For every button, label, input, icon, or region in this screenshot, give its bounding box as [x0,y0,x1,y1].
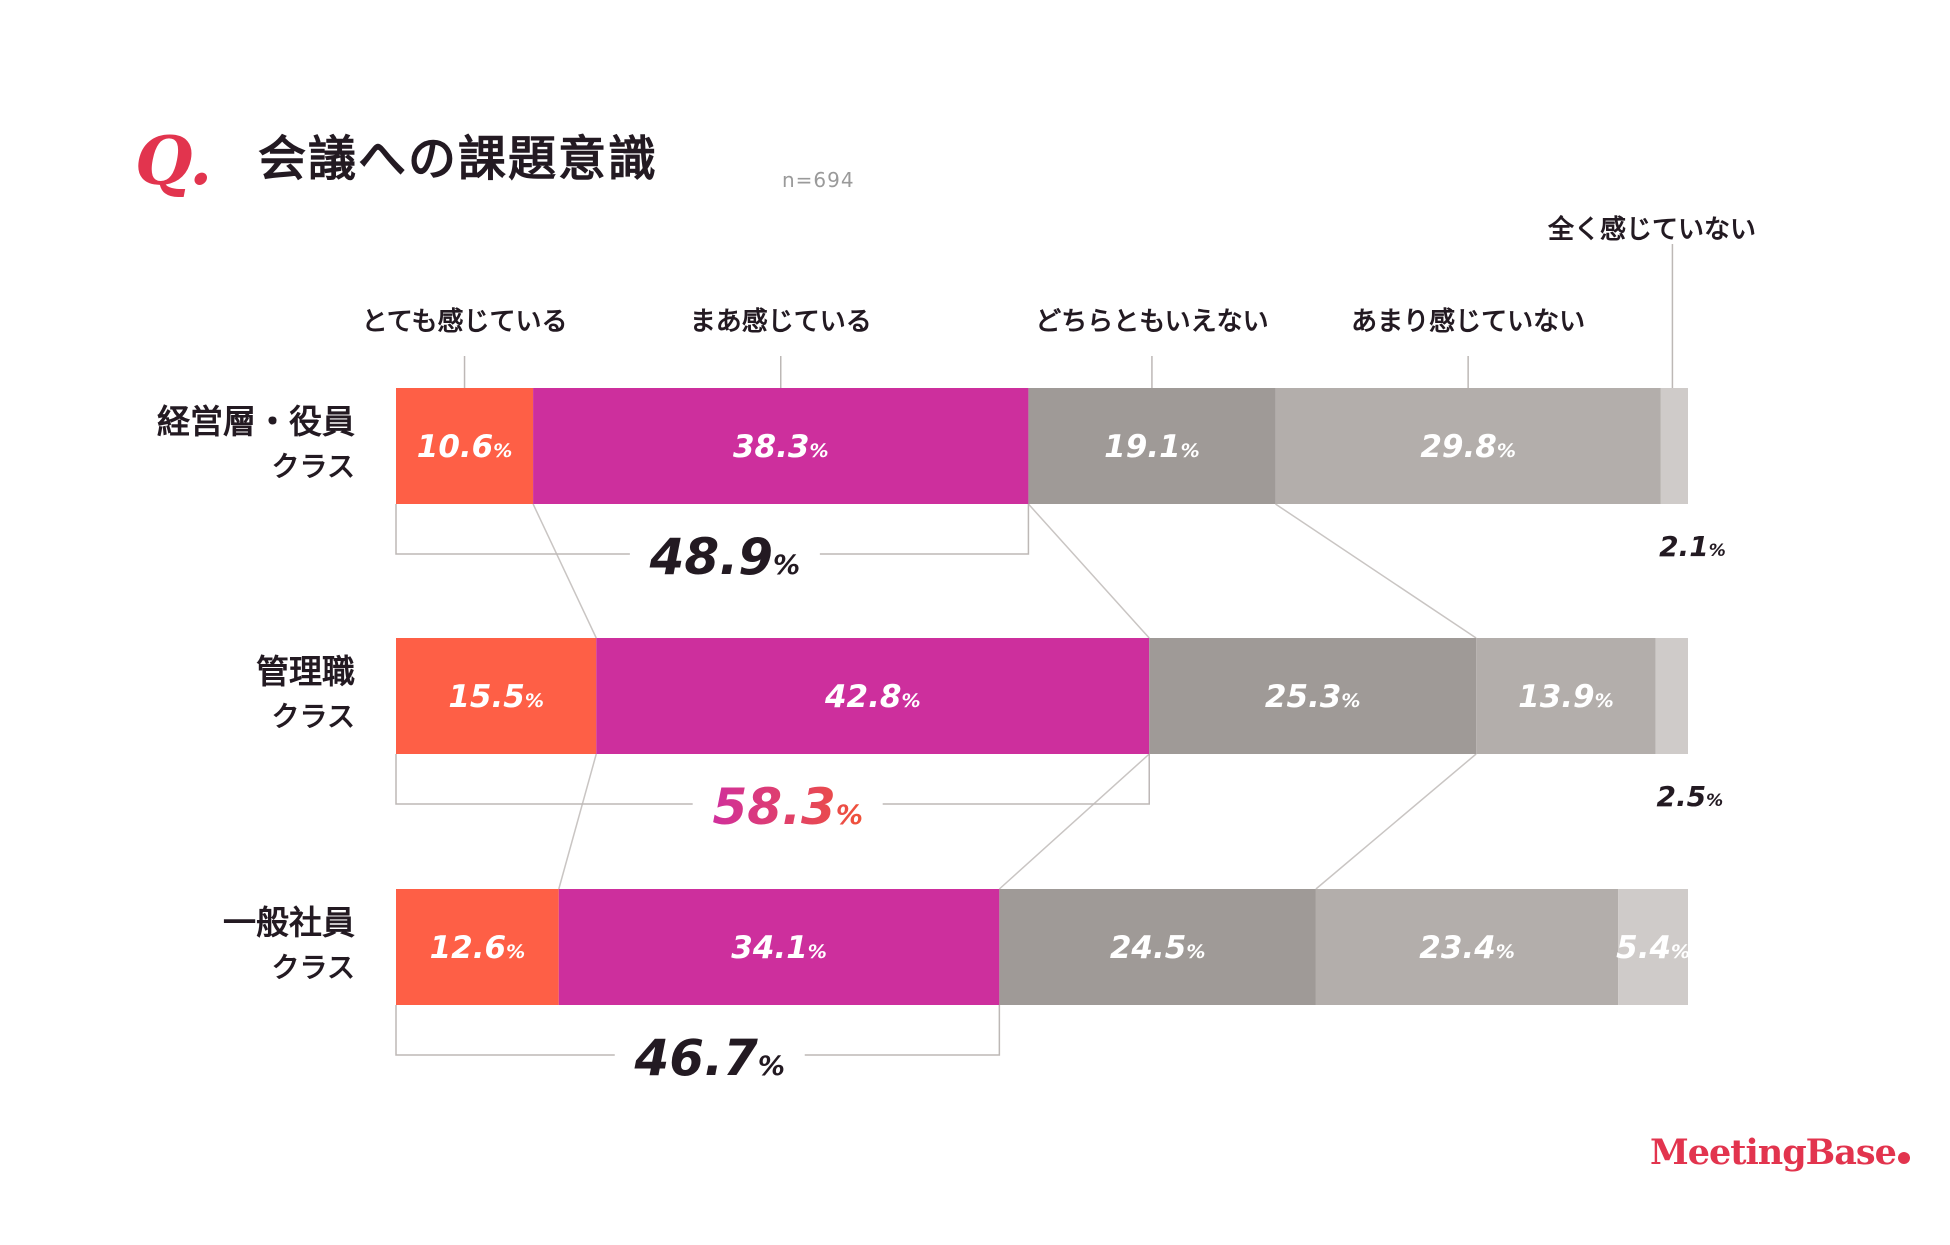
bar-segment [596,638,1150,754]
category-label: 経営層・役員 [157,402,355,441]
logo-dot-icon [1897,1152,1910,1164]
bar-segment [1660,388,1688,504]
connector-line [558,753,597,890]
bars: 10.6% 38.3% 19.1% 29.8%2.1%15.5% 42.8% 25.3% 1… [396,388,1726,1005]
bar-segment [999,889,1316,1005]
legend-label: とても感じている [362,307,568,337]
category-sublabel: クラス [272,951,355,984]
total-label: 48.9% [649,528,800,586]
bar-segment [1149,638,1477,754]
data-label: 42.8% [824,679,921,715]
legend-label: まあ感じている [690,307,872,337]
legend-label: 全く感じていない [1547,214,1756,245]
data-label: 2.5% [1657,780,1724,813]
total-label: 46.7% [634,1029,785,1087]
meetingbase-logo: MeetingBase [1650,1132,1910,1173]
bar-segment [396,889,559,1005]
bracket-line [819,504,1030,555]
category-sublabel: クラス [272,450,355,483]
category-label: 一般社員 [223,903,355,942]
logo-text: MeetingBase [1650,1132,1897,1173]
sample-size: n=694 [782,168,855,192]
data-label: 38.3% [733,429,829,465]
legend-label: どちらともいえない [1035,307,1268,337]
question-mark: Q. [135,122,213,200]
bracket-line [804,1005,1001,1056]
total-label: 58.3% [712,778,862,836]
bar-segment [396,638,597,754]
bracket-line [395,1005,615,1056]
bar-segment [1618,889,1688,1005]
total-brackets: 48.9% 58.3% 46.7% [395,504,1150,1087]
connector-line [1315,753,1477,890]
legend-label: あまり感じていない [1351,307,1585,337]
bar-segment [1315,889,1619,1005]
bracket-line [395,754,693,805]
connector-line [1275,503,1477,639]
page-title: 会議への課題意識 [258,131,659,187]
bracket-line [395,504,630,555]
category-sublabel: クラス [272,700,355,733]
bar-segment [1028,388,1276,504]
connector-line [532,503,597,639]
connector-lines [532,503,1477,890]
category-label: 管理職 [256,652,355,691]
bar-segment [396,388,534,504]
data-label: 2.1% [1659,530,1726,563]
bar-segment [558,889,1000,1005]
bar-segment [1275,388,1661,504]
bracket-line [882,754,1150,805]
bar-segment [1655,638,1688,754]
legend: とても感じている まあ感じている どちらともいえない あまり感じていない 全く感じていな… [362,214,1756,388]
bar-segment [1476,638,1656,754]
connector-line [1027,503,1150,639]
connector-line [998,753,1150,890]
bar-segment [533,388,1029,504]
